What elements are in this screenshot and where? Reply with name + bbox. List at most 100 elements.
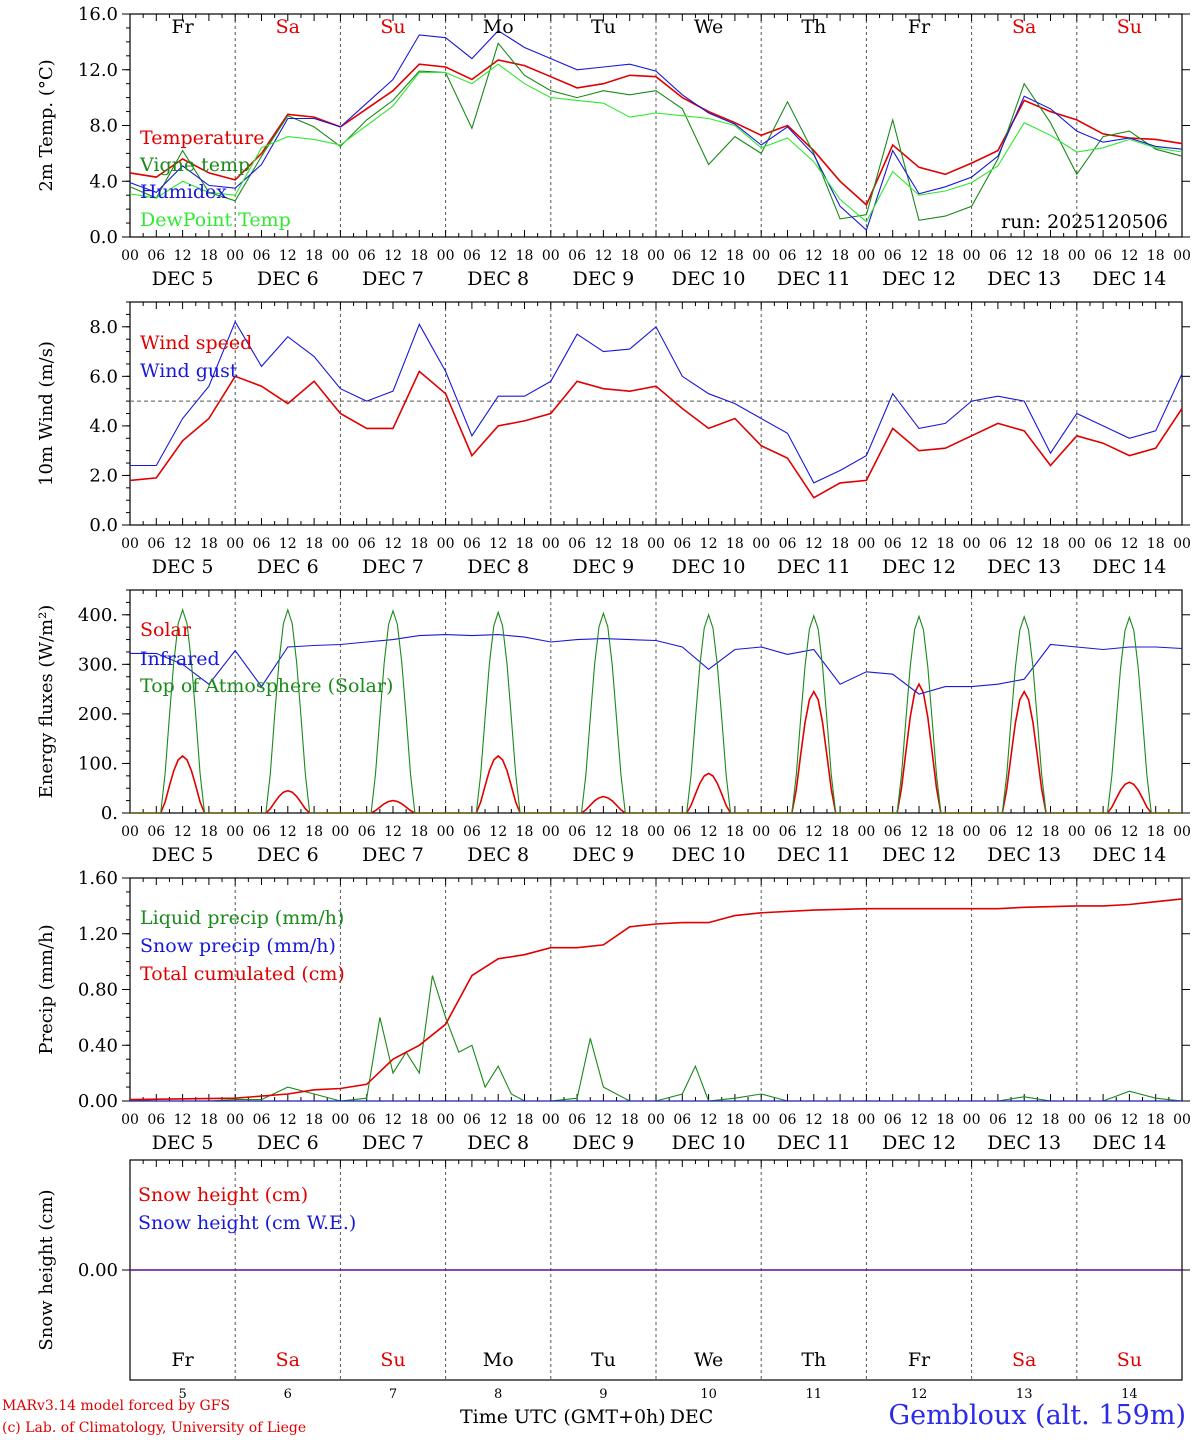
hour-tick-label: 18 <box>1042 536 1060 552</box>
day-label: DEC 5 <box>152 268 214 290</box>
weekday-top: Su <box>1117 16 1142 38</box>
y-axis-label: 2m Temp. (°C) <box>36 59 57 191</box>
y-tick-label: 300. <box>78 654 118 675</box>
day-number: 7 <box>389 1387 397 1402</box>
hour-tick-label: 00 <box>1173 1112 1191 1128</box>
hour-tick-label: 00 <box>752 536 770 552</box>
hour-tick-label: 18 <box>621 536 639 552</box>
hour-tick-label: 12 <box>910 1112 928 1128</box>
day-label: DEC 14 <box>1092 268 1166 290</box>
panel-5: 0.00 Snow height (cm) Snow height (cm) Snow… <box>36 1159 1190 1381</box>
legend-entry: Snow precip (mm/h) <box>140 935 336 957</box>
weekday-bottom: Th <box>801 1349 826 1371</box>
hour-tick-label: 06 <box>568 248 586 264</box>
hour-tick-label: 06 <box>568 1112 586 1128</box>
hour-tick-label: 12 <box>1015 248 1033 264</box>
hour-tick-label: 12 <box>594 536 612 552</box>
weekday-top: Su <box>380 16 405 38</box>
hour-tick-label: 06 <box>1094 824 1112 840</box>
day-number: 14 <box>1121 1387 1138 1402</box>
hour-tick-label: 06 <box>463 1112 481 1128</box>
day-label: DEC 6 <box>257 844 319 866</box>
hour-tick-label: 06 <box>1094 1112 1112 1128</box>
panel-2: 0.0 2.0 4.0 6.0 8.0 10m Wind (m/s) 00 06 12 18 DEC… <box>36 301 1191 578</box>
hour-tick-label: 18 <box>936 536 954 552</box>
day-label: DEC 9 <box>573 556 635 578</box>
series-line-2 <box>130 320 1183 484</box>
y-axis-label: Precip (mm/h) <box>36 924 57 1054</box>
hour-tick-label: 06 <box>884 824 902 840</box>
y-axis-label: Snow height (cm) <box>36 1189 57 1350</box>
hour-tick-label: 12 <box>384 1112 402 1128</box>
hour-tick-label: 12 <box>1120 248 1138 264</box>
hour-tick-label: 12 <box>700 536 718 552</box>
hour-tick-label: 06 <box>568 824 586 840</box>
day-label: DEC 6 <box>257 556 319 578</box>
hour-tick-label: 18 <box>1042 248 1060 264</box>
hour-tick-label: 00 <box>752 248 770 264</box>
hour-tick-label: 12 <box>805 824 823 840</box>
hour-tick-label: 00 <box>331 824 349 840</box>
day-label: DEC 8 <box>467 556 529 578</box>
hour-tick-label: 12 <box>910 536 928 552</box>
weekday-bottom: Su <box>1117 1349 1142 1371</box>
hour-tick-label: 00 <box>752 824 770 840</box>
hour-tick-label: 18 <box>621 248 639 264</box>
hour-tick-label: 18 <box>936 248 954 264</box>
legend-entry: Temperature <box>140 127 264 149</box>
weekday-top: Th <box>801 16 826 38</box>
hour-tick-label: 00 <box>542 536 560 552</box>
weekday-bottom: Su <box>380 1349 405 1371</box>
hour-tick-label: 12 <box>384 248 402 264</box>
hour-tick-label: 06 <box>673 1112 691 1128</box>
hour-tick-label: 06 <box>358 1112 376 1128</box>
hour-tick-label: 00 <box>1173 536 1191 552</box>
hour-tick-label: 12 <box>594 1112 612 1128</box>
hour-tick-label: 12 <box>805 1112 823 1128</box>
hour-tick-label: 18 <box>1147 248 1165 264</box>
legend-entry: Snow height (cm W.E.) <box>138 1212 356 1234</box>
day-label: DEC 10 <box>672 1132 746 1154</box>
hour-tick-label: 12 <box>174 824 192 840</box>
hour-tick-label: 06 <box>779 536 797 552</box>
hour-tick-label: 12 <box>279 248 297 264</box>
hour-tick-label: 06 <box>1094 536 1112 552</box>
hour-tick-label: 06 <box>673 536 691 552</box>
hour-tick-label: 00 <box>331 1112 349 1128</box>
y-tick-label: 100. <box>78 753 118 774</box>
hour-tick-label: 18 <box>1147 1112 1165 1128</box>
hour-tick-label: 00 <box>857 248 875 264</box>
plot-frame <box>129 301 1183 526</box>
hour-tick-label: 18 <box>516 536 534 552</box>
hour-tick-label: 06 <box>1094 248 1112 264</box>
hour-tick-label: 12 <box>489 536 507 552</box>
day-label: DEC 14 <box>1092 556 1166 578</box>
hour-tick-label: 18 <box>410 824 428 840</box>
y-tick-label: 12.0 <box>78 60 118 81</box>
legend-entry: Top of Atmosphere (Solar) <box>140 675 393 697</box>
day-label: DEC 10 <box>672 556 746 578</box>
day-label: DEC 12 <box>882 1132 956 1154</box>
hour-tick-label: 18 <box>305 824 323 840</box>
series-line-2 <box>130 634 1183 695</box>
hour-tick-label: 12 <box>279 536 297 552</box>
model-credit: MARv3.14 model forced by GFS <box>2 1398 231 1414</box>
y-tick-label: 0.40 <box>78 1035 118 1056</box>
day-label: DEC 13 <box>987 556 1061 578</box>
series-line-3 <box>129 29 1183 231</box>
hour-tick-label: 06 <box>253 1112 271 1128</box>
hour-tick-label: 12 <box>1120 536 1138 552</box>
hour-tick-label: 00 <box>542 248 560 264</box>
hour-tick-label: 06 <box>147 1112 165 1128</box>
hour-tick-label: 18 <box>831 536 849 552</box>
hour-tick-label: 18 <box>831 1112 849 1128</box>
day-label: DEC 7 <box>362 268 424 290</box>
y-tick-label: 2.0 <box>89 465 118 486</box>
hour-tick-label: 18 <box>516 824 534 840</box>
hour-tick-label: 18 <box>936 1112 954 1128</box>
day-label: DEC 10 <box>672 844 746 866</box>
hour-tick-label: 18 <box>1042 1112 1060 1128</box>
day-label: DEC 14 <box>1092 844 1166 866</box>
hour-tick-label: 06 <box>673 824 691 840</box>
